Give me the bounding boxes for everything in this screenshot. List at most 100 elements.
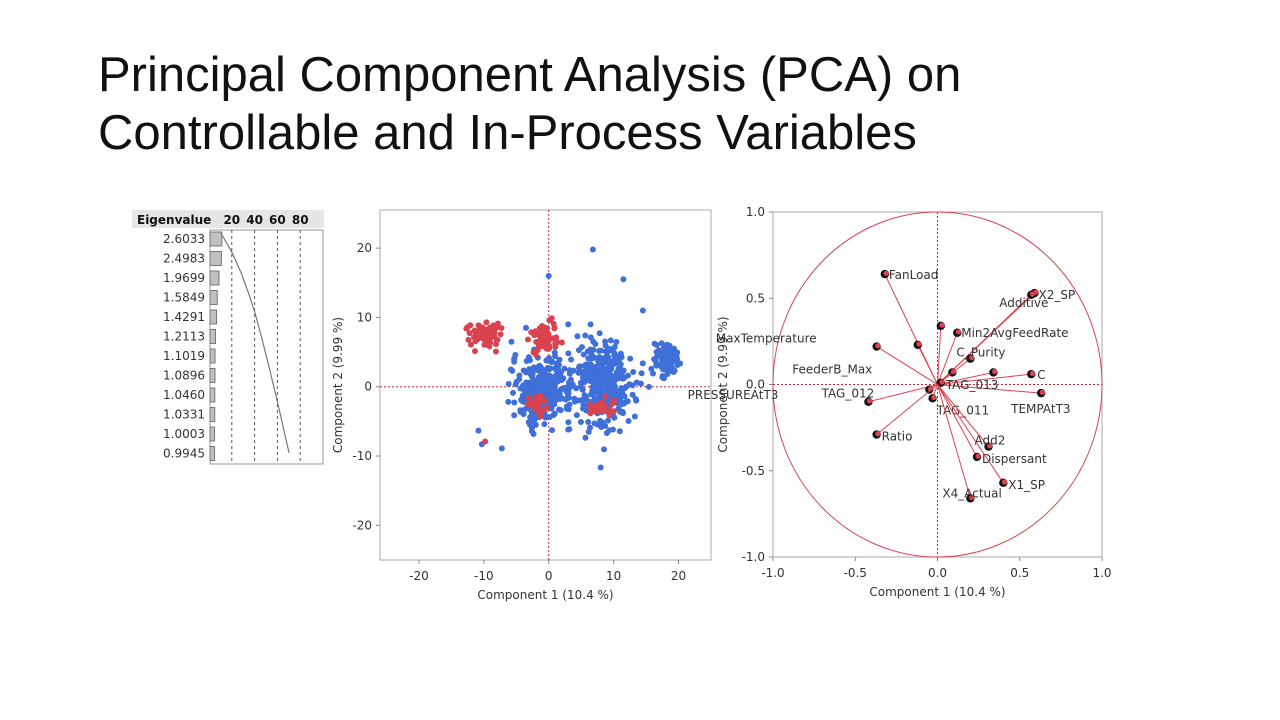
score-point-blue — [561, 365, 568, 372]
score-point-blue — [556, 406, 563, 413]
score-point-blue — [552, 353, 559, 360]
score-x-label: Component 1 (10.4 %) — [477, 588, 613, 602]
eigenvalue-label: 1.0896 — [163, 369, 205, 383]
score-point-red — [536, 325, 543, 332]
score-point-blue — [582, 434, 589, 441]
score-point-blue — [633, 397, 640, 404]
loading-arrowhead — [955, 329, 962, 335]
score-point-red — [525, 336, 532, 343]
score-point-red — [463, 325, 470, 332]
loading-arrowhead — [969, 494, 975, 501]
score-point-blue — [566, 426, 573, 433]
loading-arrowhead — [939, 322, 945, 328]
score-point-red — [535, 340, 542, 347]
score-point-blue — [639, 307, 646, 314]
score-point-red — [600, 404, 607, 411]
score-point-blue — [551, 383, 558, 390]
score-point-blue — [549, 393, 556, 400]
score-point-red — [551, 325, 558, 332]
score-point-blue — [520, 411, 527, 418]
loading-arrowhead — [1001, 479, 1008, 485]
cumulative-percent-line — [220, 232, 290, 454]
loading-arrow — [937, 384, 978, 458]
loading-arrow — [937, 371, 994, 385]
loading-arrowhead — [875, 431, 881, 437]
score-point-blue — [653, 362, 660, 369]
score-point-red — [540, 337, 547, 344]
loading-arrowhead — [987, 443, 993, 449]
eigenvalue-label: 1.0331 — [163, 408, 205, 422]
score-y-label: Component 2 (9.99 %) — [331, 317, 345, 453]
score-point-blue — [613, 338, 620, 345]
loading-y-label: Component 2 (9.99 %) — [716, 316, 730, 452]
score-point-blue — [602, 342, 609, 349]
score-point-blue — [553, 360, 560, 367]
score-point-blue — [601, 358, 608, 365]
eigenvalue-label: 1.0003 — [163, 427, 205, 441]
eigenvalue-label: 1.2113 — [163, 330, 205, 344]
score-point-blue — [587, 321, 594, 328]
score-x-tick: -10 — [474, 569, 494, 583]
loading-arrow — [937, 384, 1004, 484]
score-point-blue — [581, 362, 588, 369]
loading-label: FanLoad — [889, 268, 939, 282]
score-point-blue — [580, 351, 587, 358]
score-point-blue — [531, 413, 538, 420]
score-point-blue — [662, 346, 669, 353]
score-point-blue — [553, 389, 560, 396]
score-point-blue — [659, 374, 666, 381]
score-point-blue — [511, 412, 518, 419]
score-point-blue — [546, 414, 553, 421]
score-point-blue — [648, 365, 655, 372]
eigenvalue-bar — [209, 446, 216, 461]
loading-label: TAG_011 — [936, 403, 990, 417]
loading-label: Dispersant — [982, 452, 1047, 466]
score-point-blue — [670, 369, 677, 376]
score-point-blue — [545, 272, 552, 279]
score-point-blue — [579, 378, 586, 385]
eigenvalue-label: 1.1019 — [163, 349, 205, 363]
score-point-blue — [598, 423, 605, 430]
eigenvalue-label: 1.0460 — [163, 388, 205, 402]
score-point-blue — [609, 426, 616, 433]
loading-x-label: Component 1 (10.4 %) — [869, 585, 1005, 599]
eigenvalue-bar — [209, 426, 216, 442]
loading-y-tick: 0.5 — [746, 291, 765, 305]
score-point-red — [467, 341, 474, 348]
score-point-blue — [582, 332, 589, 339]
score-point-blue — [475, 427, 482, 434]
score-point-blue — [627, 355, 634, 362]
score-point-red — [546, 344, 553, 351]
score-point-blue — [529, 388, 536, 395]
loading-label: TEMPAtT3 — [1010, 402, 1070, 416]
score-point-blue — [498, 445, 505, 452]
loading-arrow — [876, 384, 938, 435]
score-point-blue — [574, 333, 581, 340]
score-point-blue — [666, 353, 673, 360]
score-point-blue — [554, 378, 561, 385]
score-point-red — [474, 335, 481, 342]
score-point-red — [593, 403, 600, 410]
score-point-blue — [513, 378, 520, 385]
score-point-blue — [597, 347, 604, 354]
loading-arrow — [937, 332, 958, 385]
loading-arrow — [937, 384, 989, 447]
score-point-blue — [607, 337, 614, 344]
score-point-blue — [610, 361, 617, 368]
score-point-blue — [570, 367, 577, 374]
score-point-blue — [548, 401, 555, 408]
loading-arrowhead — [883, 270, 889, 276]
score-point-blue — [589, 246, 596, 253]
title-line-2: Controllable and In-Process Variables — [98, 106, 917, 160]
loading-label: Additive — [999, 296, 1048, 310]
score-point-blue — [559, 386, 566, 393]
score-point-blue — [631, 413, 638, 420]
score-point-blue — [524, 380, 531, 387]
loading-label: TAG_012 — [821, 387, 875, 401]
score-point-blue — [545, 366, 552, 373]
score-point-blue — [605, 379, 612, 386]
score-y-tick: -10 — [352, 449, 372, 463]
score-point-blue — [536, 385, 543, 392]
eigenvalue-bar — [209, 348, 216, 364]
eigen-header-bg — [132, 210, 324, 228]
